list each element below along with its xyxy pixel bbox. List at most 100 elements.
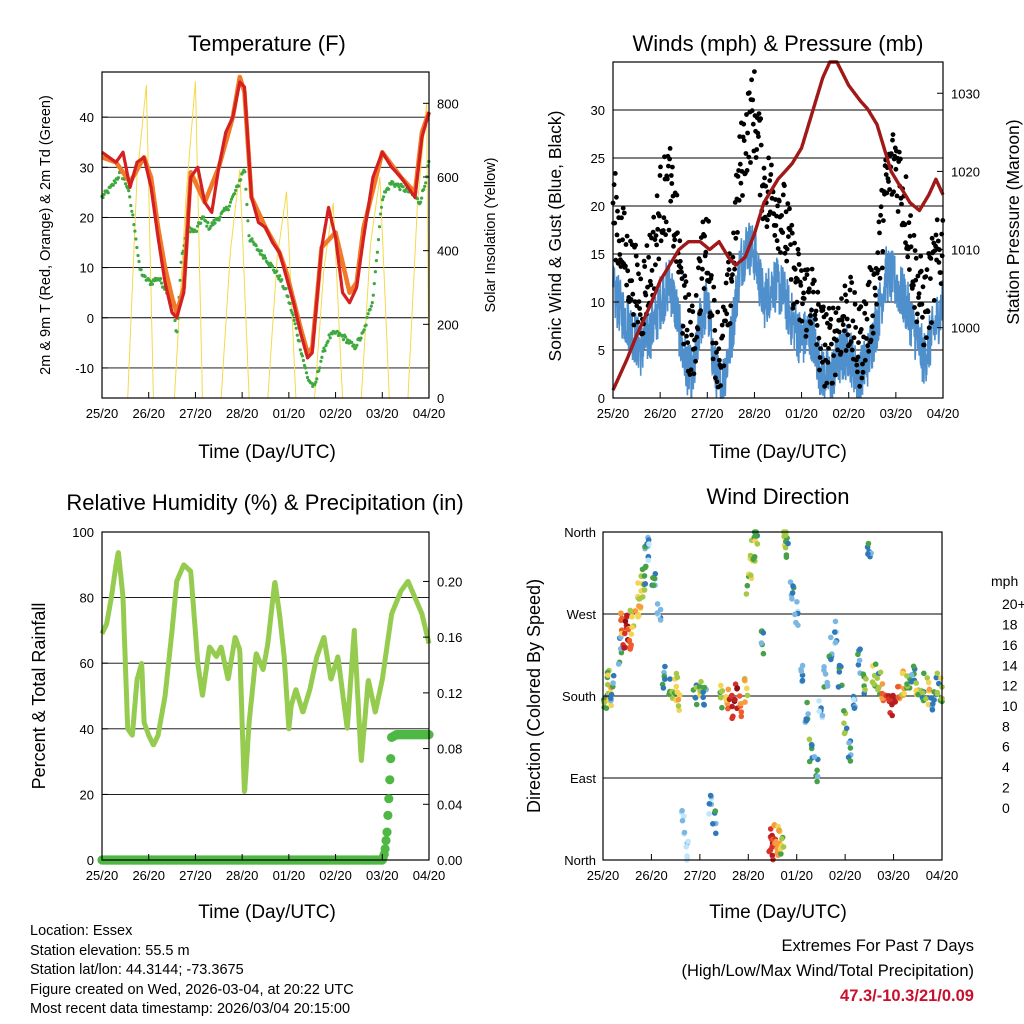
gust-point (880, 249, 886, 254)
gust-point (842, 328, 847, 334)
gust-point (928, 276, 933, 281)
gust-point (920, 284, 926, 290)
gust-point (631, 322, 637, 328)
direction-point (862, 687, 868, 693)
gust-point (784, 258, 790, 264)
gust-point (744, 112, 749, 117)
gust-point (677, 238, 683, 244)
direction-point (729, 703, 735, 710)
extremes-title: Extremes For Past 7 Days (781, 937, 974, 955)
gust-point (756, 111, 762, 116)
gust-point (648, 282, 654, 288)
gust-point (633, 253, 639, 259)
direction-point (654, 601, 661, 607)
rh-precip-panel: Relative Humidity (%) & Precipitation (i… (29, 490, 464, 923)
dewpoint-point (305, 375, 310, 380)
gust-point (646, 254, 651, 260)
gust-point (834, 338, 839, 343)
gust-point (637, 312, 643, 317)
direction-point (865, 540, 872, 547)
gust-point (818, 346, 823, 351)
dewpoint-point (160, 281, 164, 285)
y2-tick-label: 1030 (951, 86, 980, 101)
dewpoint-point (371, 293, 375, 297)
y-tick-label: 40 (80, 110, 94, 125)
gust-point (879, 265, 885, 271)
gust-point (938, 270, 943, 275)
x-tick-label: 27/20 (179, 406, 212, 421)
gust-point (789, 230, 795, 236)
gust-point (756, 134, 761, 140)
gust-point (641, 258, 647, 264)
dewpoint-point (304, 371, 309, 375)
gust-point (916, 291, 922, 296)
gust-point (691, 371, 697, 377)
direction-point (828, 656, 834, 663)
gust-point (850, 318, 856, 324)
y-tick-label: 0 (87, 311, 94, 326)
gust-point (636, 299, 642, 304)
gust-point (935, 238, 941, 244)
gust-point (860, 369, 866, 375)
direction-point (667, 676, 673, 682)
rh-title: Relative Humidity (%) & Precipitation (i… (66, 490, 463, 515)
gust-point (843, 348, 849, 353)
direction-point (642, 581, 649, 587)
gust-point (615, 260, 621, 266)
gust-point (809, 266, 815, 272)
direction-point (712, 808, 719, 814)
dewpoint-point (179, 260, 183, 264)
x-tick-label: 02/20 (829, 868, 862, 883)
gust-point (721, 363, 727, 369)
direction-point (650, 582, 657, 589)
direction-point (794, 599, 800, 605)
gust-point (696, 265, 701, 271)
dewpoint-point (369, 304, 373, 308)
gust-point (775, 203, 780, 209)
gust-point (749, 77, 754, 83)
dewpoint-point (246, 219, 250, 223)
gust-point (629, 278, 635, 284)
x-tick-label: 27/20 (691, 406, 724, 421)
gust-point (647, 278, 653, 284)
dewpoint-point (277, 277, 281, 281)
gust-point (847, 287, 853, 293)
dewpoint-point (173, 318, 177, 323)
gust-point (713, 375, 718, 381)
extremes-subtitle: (High/Low/Max Wind/Total Precipitation) (681, 962, 974, 980)
gust-point (679, 269, 684, 275)
gust-point (821, 304, 826, 310)
direction-point (832, 618, 839, 625)
dewpoint-point (217, 218, 221, 222)
direction-point (782, 532, 789, 538)
station-latlon: Station lat/lon: 44.3144; -73.3675 (30, 962, 244, 978)
gust-point (865, 343, 870, 349)
direction-point (754, 541, 761, 547)
gust-point (939, 253, 945, 259)
precip-point (380, 844, 390, 854)
direction-point (824, 683, 831, 689)
gust-point (663, 219, 669, 225)
gust-point (697, 258, 703, 264)
gust-point (918, 253, 924, 259)
y2-tick-label: 0.08 (437, 742, 462, 757)
dewpoint-point (237, 184, 241, 188)
direction-point (915, 691, 921, 698)
x-tick-label: 04/20 (926, 868, 959, 883)
gust-point (918, 268, 924, 274)
gust-point (812, 278, 817, 284)
gust-point (655, 226, 661, 232)
dewpoint-point (128, 195, 132, 199)
colorbar-label: 6 (1002, 739, 1010, 755)
gust-point (749, 108, 755, 114)
gust-point (694, 334, 700, 340)
dewpoint-point (175, 330, 179, 334)
temperature-frame (101, 71, 430, 399)
gust-point (869, 267, 874, 273)
direction-point (850, 696, 857, 703)
dewpoint-point (228, 200, 233, 204)
gust-point (685, 340, 691, 345)
direction-point (928, 695, 934, 701)
direction-point (628, 631, 635, 637)
direction-point (799, 662, 806, 669)
